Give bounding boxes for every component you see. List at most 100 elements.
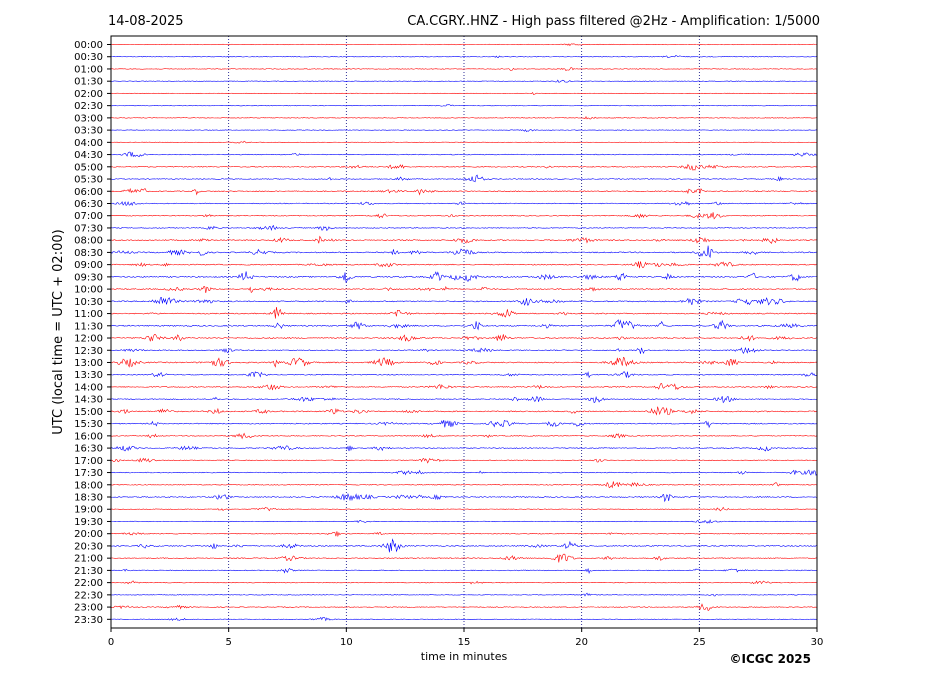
x-tick-label: 10	[340, 637, 353, 648]
trace-0230	[110, 104, 818, 107]
trace-0700	[110, 212, 818, 220]
y-tick-label: 07:30	[74, 223, 103, 234]
trace-2000	[110, 531, 818, 538]
y-tick-label: 08:00	[74, 236, 103, 247]
y-tick-label: 17:00	[74, 456, 103, 467]
trace-0500	[110, 163, 818, 171]
trace-2330	[110, 616, 818, 622]
y-axis-label: UTC (local time = UTC + 02:00)	[51, 229, 66, 434]
trace-2300	[110, 603, 818, 611]
y-tick-label: 01:30	[74, 77, 103, 88]
trace-2200	[110, 580, 818, 585]
y-tick-label: 14:00	[74, 382, 103, 393]
plot-frame	[110, 35, 818, 629]
y-tick-label: 10:00	[74, 285, 103, 296]
trace-1530	[110, 419, 818, 429]
x-tick-label: 25	[693, 637, 706, 648]
y-tick-label: 09:30	[74, 272, 103, 283]
y-tick-label: 06:00	[74, 187, 103, 198]
y-tick-label: 21:30	[74, 566, 103, 577]
x-axis-ticks: 0 5 10 15 20 25 30	[108, 628, 824, 648]
y-tick-label: 12:30	[74, 346, 103, 357]
trace-1630	[110, 445, 818, 452]
trace-0100	[110, 67, 818, 71]
trace-1830	[110, 492, 818, 503]
y-tick-label: 16:30	[74, 444, 103, 455]
trace-1930	[110, 519, 818, 524]
trace-1100	[110, 306, 818, 319]
y-tick-label: 05:00	[74, 162, 103, 173]
y-tick-label: 23:30	[74, 615, 103, 626]
y-tick-label: 22:00	[74, 578, 103, 589]
y-tick-label: 12:00	[74, 334, 103, 345]
y-tick-label: 23:00	[74, 603, 103, 614]
y-tick-label: 19:30	[74, 517, 103, 528]
x-axis-label: time in minutes	[421, 650, 508, 663]
y-tick-label: 13:00	[74, 358, 103, 369]
y-tick-label: 18:30	[74, 493, 103, 504]
trace-0830	[110, 245, 818, 259]
y-tick-label: 00:30	[74, 52, 103, 63]
trace-0530	[110, 174, 818, 183]
y-tick-label: 20:30	[74, 541, 103, 552]
trace-2130	[110, 567, 818, 574]
y-tick-label: 09:00	[74, 260, 103, 271]
trace-2230	[110, 592, 818, 597]
y-tick-label: 04:00	[74, 138, 103, 149]
trace-1330	[110, 371, 818, 379]
y-tick-label: 14:30	[74, 395, 103, 406]
y-tick-label: 21:00	[74, 554, 103, 565]
y-tick-label: 06:30	[74, 199, 103, 210]
trace-1900	[110, 506, 818, 512]
trace-1800	[110, 481, 818, 489]
trace-0900	[110, 261, 818, 269]
chart-title: CA.CGRY..HNZ - High pass filtered @2Hz -…	[407, 14, 820, 29]
x-tick-label: 30	[811, 637, 824, 648]
trace-0200	[110, 92, 818, 95]
copyright-label: ©ICGC 2025	[729, 652, 811, 666]
y-tick-label: 18:00	[74, 480, 103, 491]
x-tick-label: 5	[225, 637, 231, 648]
trace-0400	[110, 140, 818, 144]
trace-2030	[110, 538, 818, 553]
y-tick-label: 11:30	[74, 321, 103, 332]
trace-2100	[110, 553, 818, 563]
x-tick-label: 0	[108, 637, 114, 648]
y-tick-label: 02:00	[74, 89, 103, 100]
trace-0330	[110, 129, 818, 132]
y-tick-label: 16:00	[74, 431, 103, 442]
trace-1400	[110, 383, 818, 391]
trace-0600	[110, 187, 818, 196]
trace-1600	[110, 432, 818, 440]
seismic-traces	[110, 43, 818, 622]
y-tick-label: 22:30	[74, 590, 103, 601]
trace-1130	[110, 319, 818, 331]
y-tick-label: 00:00	[74, 40, 103, 51]
y-tick-label: 15:00	[74, 407, 103, 418]
y-tick-label: 03:00	[74, 113, 103, 124]
x-tick-label: 20	[575, 637, 588, 648]
y-tick-label: 13:30	[74, 370, 103, 381]
trace-0800	[110, 235, 818, 244]
y-tick-label: 11:00	[74, 309, 103, 320]
chart-date: 14-08-2025	[108, 14, 184, 29]
y-tick-label: 07:00	[74, 211, 103, 222]
trace-1700	[110, 457, 818, 464]
trace-1300	[110, 356, 818, 368]
trace-1030	[110, 296, 818, 306]
y-tick-label: 15:30	[74, 419, 103, 430]
trace-0930	[110, 271, 818, 283]
x-tick-label: 15	[458, 637, 471, 648]
trace-0430	[110, 151, 818, 158]
trace-0730	[110, 224, 818, 232]
y-tick-label: 04:30	[74, 150, 103, 161]
trace-0030	[110, 54, 818, 58]
vertical-grid	[228, 36, 700, 628]
y-tick-label: 10:30	[74, 297, 103, 308]
trace-0130	[110, 79, 818, 83]
y-tick-label: 17:30	[74, 468, 103, 479]
y-tick-label: 01:00	[74, 64, 103, 75]
y-tick-label: 20:00	[74, 529, 103, 540]
